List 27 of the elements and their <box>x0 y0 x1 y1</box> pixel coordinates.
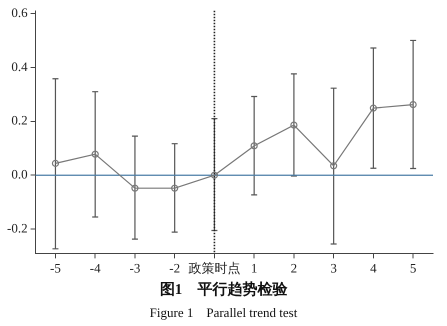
y-tick-label: 0.6 <box>11 4 28 20</box>
text: 图1 平行趋势检验 <box>158 280 288 299</box>
x-tick-label: 4 <box>370 260 378 276</box>
point <box>250 142 258 150</box>
x-tick-label: 3 <box>330 260 337 276</box>
point <box>290 121 298 129</box>
y-tick-label: 0.4 <box>11 58 28 74</box>
point <box>52 160 60 167</box>
x-tick-label: 政策时点 <box>188 260 240 276</box>
x-tick-label: -5 <box>50 260 61 276</box>
x-tick-label: -3 <box>130 260 140 276</box>
point <box>410 101 417 108</box>
point <box>370 104 377 112</box>
y-tick-label: 0.0 <box>11 166 28 182</box>
point <box>210 172 218 179</box>
point <box>171 184 178 192</box>
point <box>92 150 99 158</box>
x-tick-label: -2 <box>169 260 180 276</box>
text: Figure 1 Parallel trend test <box>148 304 298 322</box>
point <box>131 184 139 192</box>
x-tick-label: 2 <box>290 260 298 276</box>
x-tick-label: 1 <box>250 260 258 276</box>
point <box>330 162 338 170</box>
x-tick-label: -4 <box>90 260 102 276</box>
x-tick-label: 5 <box>410 260 416 276</box>
y-tick-label: 0.2 <box>11 112 28 128</box>
y-tick-label: -0.2 <box>6 220 28 236</box>
